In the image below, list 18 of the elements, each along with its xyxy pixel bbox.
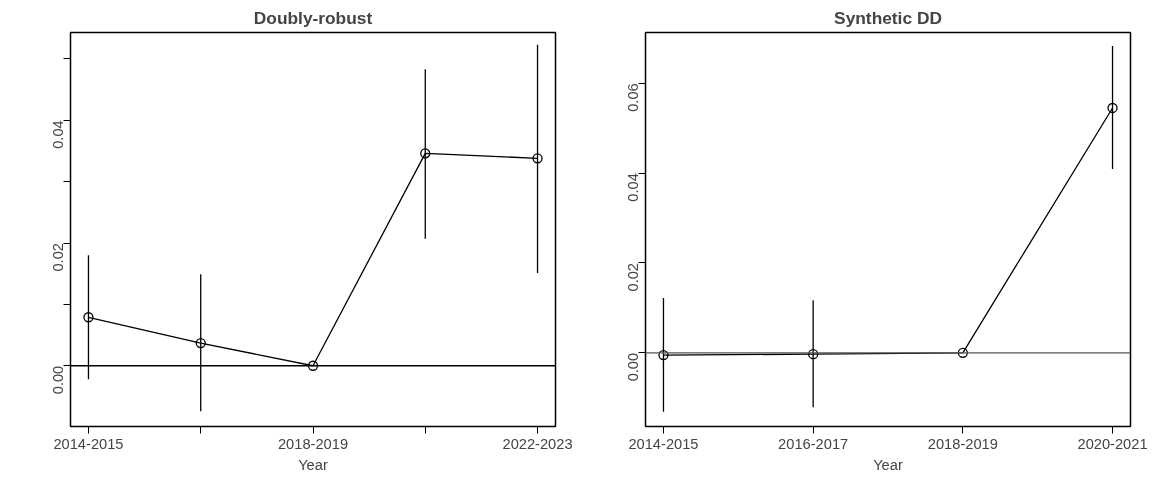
x-tick-label: 2020-2021 <box>1077 435 1148 452</box>
x-tick-label: 2014-2015 <box>628 435 699 452</box>
y-tick-label: 0.04 <box>50 120 67 149</box>
y-tick-label: 0.06 <box>625 83 642 112</box>
x-axis-title: Year <box>873 456 903 473</box>
x-axis-title: Year <box>298 456 328 473</box>
chart-title: Doubly-robust <box>253 7 373 28</box>
y-tick-label: 0.02 <box>50 243 67 272</box>
y-tick-label: 0.04 <box>625 173 642 202</box>
y-tick-label: 0.02 <box>625 262 642 292</box>
x-tick-label: 2014-2015 <box>53 435 124 452</box>
y-tick-label: 0.00 <box>50 365 67 395</box>
x-tick-label: 2018-2019 <box>277 435 349 452</box>
x-tick-label: 2016-2017 <box>778 435 849 452</box>
y-tick-label: 0.00 <box>625 352 642 382</box>
x-tick-label: 2018-2019 <box>927 435 998 452</box>
chart-title: Synthetic DD <box>834 7 942 28</box>
x-tick-label: 2022-2023 <box>502 435 573 452</box>
